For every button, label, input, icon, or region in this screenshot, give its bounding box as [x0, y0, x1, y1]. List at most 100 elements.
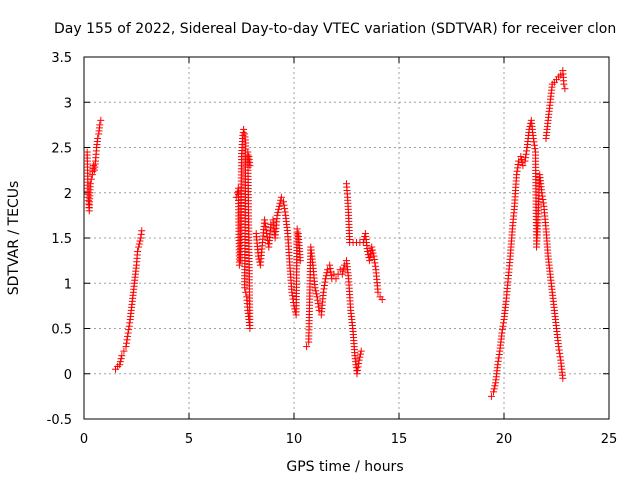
- data-point: [261, 219, 269, 227]
- y-tick-label: 0.5: [51, 323, 72, 338]
- data-point: [246, 162, 254, 170]
- data-point: [340, 264, 348, 272]
- data-point: [263, 229, 271, 237]
- data-point: [499, 319, 507, 327]
- x-tick-label: 10: [286, 432, 303, 447]
- data-point: [326, 265, 334, 273]
- data-point: [321, 278, 329, 286]
- data-point: [555, 346, 563, 354]
- data-point: [315, 303, 323, 311]
- data-point: [494, 357, 502, 365]
- data-point: [495, 351, 503, 359]
- data-point: [366, 257, 374, 265]
- data-point: [312, 290, 320, 298]
- data-point: [522, 154, 530, 162]
- data-point: [313, 293, 321, 301]
- y-tick-label: 1: [64, 277, 72, 292]
- data-point: [338, 270, 346, 278]
- data-point: [339, 267, 347, 275]
- data-point: [137, 230, 145, 238]
- data-point: [522, 150, 530, 158]
- data-point: [288, 288, 296, 296]
- data-point: [521, 157, 529, 165]
- data-point: [531, 145, 539, 153]
- x-tick-label: 0: [80, 432, 88, 447]
- data-point: [356, 353, 364, 361]
- data-point: [322, 275, 329, 283]
- data-point: [320, 282, 328, 290]
- data-point: [513, 171, 521, 179]
- y-axis-label: SDTVAR / TECUs: [6, 181, 22, 296]
- data-point: [123, 336, 131, 344]
- data-point: [529, 134, 537, 142]
- x-tick-label: 15: [391, 432, 408, 447]
- data-point: [96, 121, 104, 129]
- data-point: [487, 392, 495, 400]
- data-point: [323, 269, 331, 277]
- data-point: [116, 358, 124, 366]
- data-point: [244, 148, 252, 156]
- data-point: [312, 287, 320, 295]
- data-point: [494, 361, 502, 369]
- data-point: [275, 205, 283, 213]
- data-point: [374, 288, 382, 296]
- data-point: [125, 326, 133, 334]
- data-point: [137, 234, 145, 242]
- x-tick-label: 20: [496, 432, 513, 447]
- data-point: [94, 134, 102, 142]
- data-point: [371, 262, 379, 270]
- data-point: [530, 138, 538, 146]
- data-point: [513, 167, 521, 175]
- data-point: [354, 366, 362, 374]
- data-point: [490, 385, 498, 393]
- data-point: [89, 162, 97, 170]
- data-point: [357, 347, 365, 355]
- data-point: [288, 292, 296, 300]
- data-point: [366, 253, 374, 261]
- ticks-layer: 0 5 10 15 20 25 -0.5 0 0.5 1 1.5 2 2.5 3 3.5: [47, 51, 618, 447]
- data-point: [370, 255, 378, 263]
- data-point: [538, 189, 546, 197]
- points-layer: [83, 67, 569, 400]
- data-point: [87, 175, 95, 183]
- data-point: [296, 257, 304, 265]
- data-point: [262, 223, 270, 231]
- data-point: [355, 356, 363, 364]
- y-tick-label: 3.5: [51, 51, 72, 66]
- y-tick-label: 0: [64, 368, 72, 383]
- data-point: [281, 208, 289, 216]
- data-point: [378, 296, 386, 304]
- data-point: [495, 354, 503, 362]
- x-axis-label: GPS time / hours: [286, 459, 403, 475]
- data-point: [519, 162, 527, 170]
- data-point: [311, 284, 319, 292]
- data-point: [134, 248, 142, 256]
- data-point: [514, 164, 522, 172]
- data-point: [538, 192, 546, 200]
- data-point: [560, 80, 568, 88]
- data-point: [138, 227, 146, 235]
- data-point: [240, 125, 248, 133]
- data-point: [125, 322, 133, 330]
- data-point: [353, 370, 361, 378]
- data-point: [539, 196, 547, 204]
- data-point: [498, 329, 506, 337]
- y-tick-label: 1.5: [51, 232, 72, 247]
- data-point: [235, 261, 243, 269]
- data-point: [86, 180, 94, 188]
- data-point: [355, 360, 363, 368]
- data-point: [136, 237, 144, 245]
- data-point: [314, 300, 322, 308]
- data-point: [326, 261, 334, 269]
- data-point: [303, 343, 311, 351]
- data-point: [368, 243, 376, 251]
- data-point: [517, 153, 525, 161]
- data-point: [135, 243, 143, 251]
- data-point: [280, 198, 287, 206]
- data-point: [241, 284, 249, 292]
- data-point: [354, 363, 362, 371]
- data-point: [523, 147, 531, 155]
- data-point: [122, 343, 130, 351]
- data-point: [273, 211, 281, 219]
